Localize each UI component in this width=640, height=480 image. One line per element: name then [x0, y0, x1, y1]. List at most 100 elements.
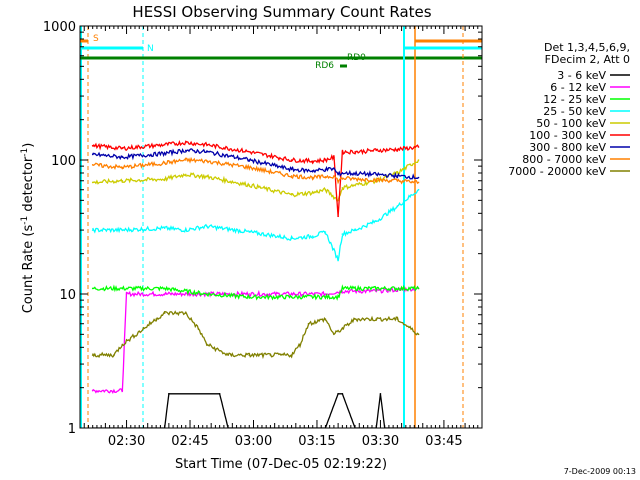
series-point	[396, 318, 399, 320]
series-point	[269, 354, 272, 356]
series-point	[341, 172, 344, 174]
series-point	[375, 179, 378, 181]
series-point	[341, 287, 344, 290]
series-point	[184, 159, 187, 161]
series-line-6	[92, 147, 419, 180]
series-point	[290, 168, 293, 171]
x-axis: 02:30 02:45 03:00 03:15 03:30 03:45	[83, 26, 479, 449]
series-layer	[91, 140, 420, 428]
series-point	[337, 392, 339, 395]
series-point	[91, 287, 94, 290]
series-line-4	[92, 159, 420, 203]
series-point	[206, 343, 208, 346]
series-point	[417, 176, 420, 179]
x-tick-label: 02:30	[108, 434, 145, 449]
series-point	[91, 229, 94, 231]
series-point	[324, 231, 327, 233]
series-point	[184, 312, 187, 314]
series-point	[337, 296, 339, 298]
series-point	[337, 179, 339, 182]
series-point	[324, 188, 327, 191]
series-point	[311, 160, 314, 162]
series-point	[184, 173, 187, 176]
series-point	[163, 293, 166, 295]
series-point	[341, 177, 344, 180]
series-point	[121, 179, 124, 182]
series-point	[206, 143, 208, 146]
series-point	[121, 147, 124, 150]
series-point	[91, 354, 94, 356]
series-point	[121, 156, 124, 158]
series-point	[341, 151, 344, 153]
x-axis-label: Start Time (07-Dec-05 02:19:22)	[175, 457, 387, 472]
series-point	[324, 293, 327, 295]
legend-entry-label: 800 - 7000 keV	[522, 153, 606, 166]
legend-header-line: FDecim 2, Att 0	[545, 53, 630, 66]
y-tick-label: 10	[59, 288, 76, 303]
series-point	[121, 343, 124, 346]
series-point	[375, 318, 378, 320]
series-point	[290, 293, 293, 295]
series-point	[396, 205, 399, 208]
annotation-rd0: RD0	[347, 53, 366, 63]
series-point	[290, 193, 293, 196]
series-point	[218, 392, 221, 395]
x-tick-label: 03:30	[362, 434, 399, 449]
series-point	[248, 166, 251, 169]
series-point	[417, 159, 420, 161]
x-tick-label: 03:00	[235, 434, 272, 449]
series-point	[184, 149, 187, 152]
series-point	[324, 296, 327, 298]
series-point	[155, 318, 157, 320]
series-point	[91, 164, 94, 166]
series-point	[417, 188, 420, 191]
series-point	[396, 148, 399, 151]
series-point	[396, 179, 399, 182]
series-point	[341, 187, 344, 189]
series-point	[184, 141, 187, 144]
x-tick-label: 03:15	[298, 434, 335, 449]
series-line-8	[92, 310, 419, 360]
series-point	[91, 144, 94, 147]
series-point	[248, 184, 251, 186]
series-point	[248, 151, 251, 153]
y-axis-label: Count Rate (s-1 detector-1)	[20, 143, 36, 314]
series-point	[248, 354, 251, 356]
footer-timestamp: 7-Dec-2009 00:13	[564, 467, 636, 476]
series-point	[125, 293, 128, 295]
series-point	[142, 327, 145, 330]
series-point	[121, 389, 124, 392]
series-point	[341, 327, 344, 330]
series-point	[206, 175, 208, 178]
annotation-rd6: RD6	[315, 61, 334, 71]
series-point	[396, 172, 399, 174]
series-point	[324, 175, 327, 178]
series-point	[333, 175, 335, 177]
y-tick-label: 100	[51, 154, 76, 169]
legend-entry-label: 25 - 50 keV	[543, 105, 606, 118]
series-point	[206, 151, 208, 153]
series-point	[184, 229, 187, 231]
legend-entry-label: 7000 - 20000 keV	[508, 165, 606, 178]
series-point	[375, 287, 378, 290]
series-point	[91, 389, 94, 392]
series-point	[163, 287, 166, 290]
chart-title: HESSI Observing Summary Count Rates	[132, 3, 431, 21]
series-point	[163, 312, 166, 314]
series-point	[290, 354, 293, 356]
x-tick-label: 02:45	[171, 434, 208, 449]
legend-header-line: Det 1,3,4,5,6,9,	[544, 41, 630, 54]
series-line-1	[92, 285, 420, 394]
series-point	[375, 149, 378, 152]
series-point	[341, 233, 344, 235]
legend: Det 1,3,4,5,6,9,FDecim 2, Att 0 3 - 6 keV…	[508, 41, 630, 178]
series-point	[91, 181, 94, 184]
series-point	[168, 392, 170, 395]
series-point	[337, 215, 339, 218]
series-point	[333, 333, 335, 336]
series-point	[206, 225, 208, 228]
series-point	[354, 229, 356, 231]
series-point	[311, 191, 314, 194]
series-point	[206, 293, 208, 295]
series-line-3	[92, 189, 419, 262]
